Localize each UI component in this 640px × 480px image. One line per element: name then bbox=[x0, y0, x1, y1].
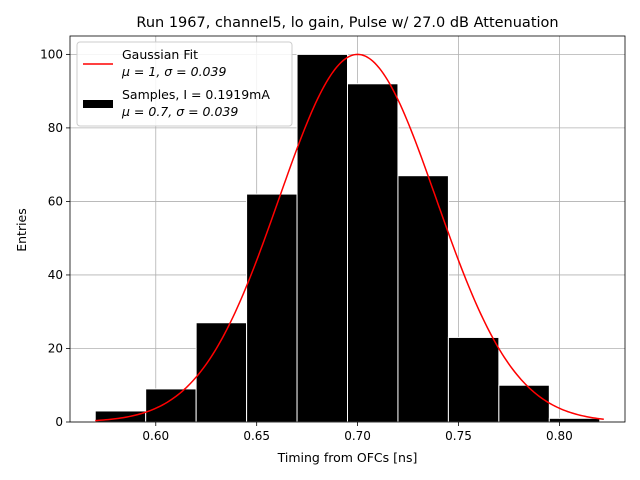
x-tick-label: 0.75 bbox=[445, 429, 472, 443]
histogram-bars bbox=[94, 53, 601, 423]
x-axis-label: Timing from OFCs [ns] bbox=[277, 450, 418, 465]
y-axis-label: Entries bbox=[14, 208, 29, 252]
x-tick-label: 0.60 bbox=[142, 429, 169, 443]
y-tick-label: 60 bbox=[48, 194, 63, 208]
y-tick-label: 0 bbox=[55, 415, 63, 429]
x-tick-label: 0.80 bbox=[546, 429, 573, 443]
x-axis-ticks: 0.60 0.65 0.70 0.75 0.80 bbox=[142, 422, 573, 443]
legend-box bbox=[76, 41, 293, 127]
y-tick-label: 100 bbox=[40, 47, 63, 61]
legend-samples-label-line1: Samples, I = 0.1919mA bbox=[122, 87, 270, 102]
legend-fit-label-line2: μ = 1, σ = 0.039 bbox=[121, 64, 226, 79]
histogram-bar bbox=[246, 193, 298, 423]
histogram-bar bbox=[447, 336, 500, 423]
y-tick-label: 40 bbox=[48, 268, 63, 282]
histogram-bar bbox=[145, 388, 197, 423]
histogram-bar bbox=[347, 83, 399, 423]
y-axis-ticks: 0 20 40 60 80 100 bbox=[40, 47, 70, 429]
legend-samples-label-line2: μ = 0.7, σ = 0.039 bbox=[121, 104, 238, 119]
histogram-bar bbox=[498, 384, 550, 423]
y-tick-label: 80 bbox=[48, 121, 63, 135]
gaussian-fit-line bbox=[95, 53, 604, 422]
axes-frame bbox=[69, 35, 626, 423]
histogram-bar bbox=[548, 417, 601, 423]
x-tick-label: 0.65 bbox=[243, 429, 270, 443]
x-tick-label: 0.70 bbox=[344, 429, 371, 443]
chart-title: Run 1967, channel5, lo gain, Pulse w/ 27… bbox=[136, 15, 558, 31]
histogram-bar bbox=[296, 53, 348, 423]
y-tick-label: 20 bbox=[48, 341, 63, 355]
legend-fit-label-line1: Gaussian Fit bbox=[122, 47, 198, 62]
histogram-bar bbox=[397, 175, 449, 423]
histogram-bar bbox=[195, 322, 248, 423]
legend: Gaussian Fit μ = 1, σ = 0.039 Samples, I… bbox=[76, 41, 293, 127]
legend-samples-swatch bbox=[83, 100, 113, 108]
